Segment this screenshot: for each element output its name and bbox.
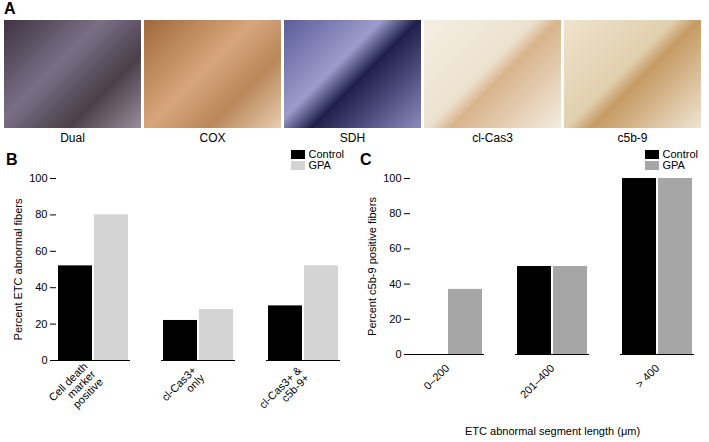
svg-text:20: 20 bbox=[389, 313, 401, 325]
svg-text:0: 0 bbox=[395, 348, 401, 360]
svg-text:80: 80 bbox=[35, 208, 47, 220]
html-text:Control: Control bbox=[308, 148, 344, 160]
svg-text:cl-Cas3+ &c5b-9+: cl-Cas3+ &c5b-9+ bbox=[257, 363, 312, 418]
svg-text:80: 80 bbox=[389, 207, 401, 219]
svg-text:Percent ETC abnormal fibers: Percent ETC abnormal fibers bbox=[12, 198, 24, 340]
svg-text:201–400: 201–400 bbox=[518, 362, 557, 401]
svg-text:0: 0 bbox=[41, 354, 47, 366]
svg-text:0–200: 0–200 bbox=[421, 362, 451, 392]
html-text:GPA: GPA bbox=[662, 159, 685, 171]
svg-text:20: 20 bbox=[35, 318, 47, 330]
svg-text:> 400: > 400 bbox=[633, 362, 661, 390]
html-text:A: A bbox=[4, 0, 16, 17]
html-text:B: B bbox=[6, 151, 18, 168]
html-text:c5b-9: c5b-9 bbox=[617, 131, 648, 145]
svg-text:60: 60 bbox=[35, 245, 47, 257]
svg-text:100: 100 bbox=[29, 172, 47, 184]
html-text:Control: Control bbox=[662, 148, 698, 160]
svg-text:ETC abnormal segment length (μ: ETC abnormal segment length (μm) bbox=[465, 425, 640, 437]
html-text:Dual: Dual bbox=[60, 131, 85, 145]
svg-text:Cell deathmarkerpositive: Cell deathmarkerpositive bbox=[46, 360, 105, 419]
svg-text:40: 40 bbox=[35, 281, 47, 293]
svg-text:60: 60 bbox=[389, 242, 401, 254]
html-text:cl-Cas3: cl-Cas3 bbox=[472, 131, 513, 145]
html-text:SDH: SDH bbox=[339, 131, 366, 145]
svg-text:Percent c5b-9 positive fibers: Percent c5b-9 positive fibers bbox=[366, 197, 378, 336]
html-text:C: C bbox=[360, 151, 372, 168]
svg-text:cl-Cas3+only: cl-Cas3+only bbox=[159, 364, 207, 412]
html-text:COX: COX bbox=[199, 131, 226, 145]
svg-text:100: 100 bbox=[383, 172, 401, 184]
svg-text:40: 40 bbox=[389, 278, 401, 290]
html-text:GPA: GPA bbox=[308, 159, 331, 171]
